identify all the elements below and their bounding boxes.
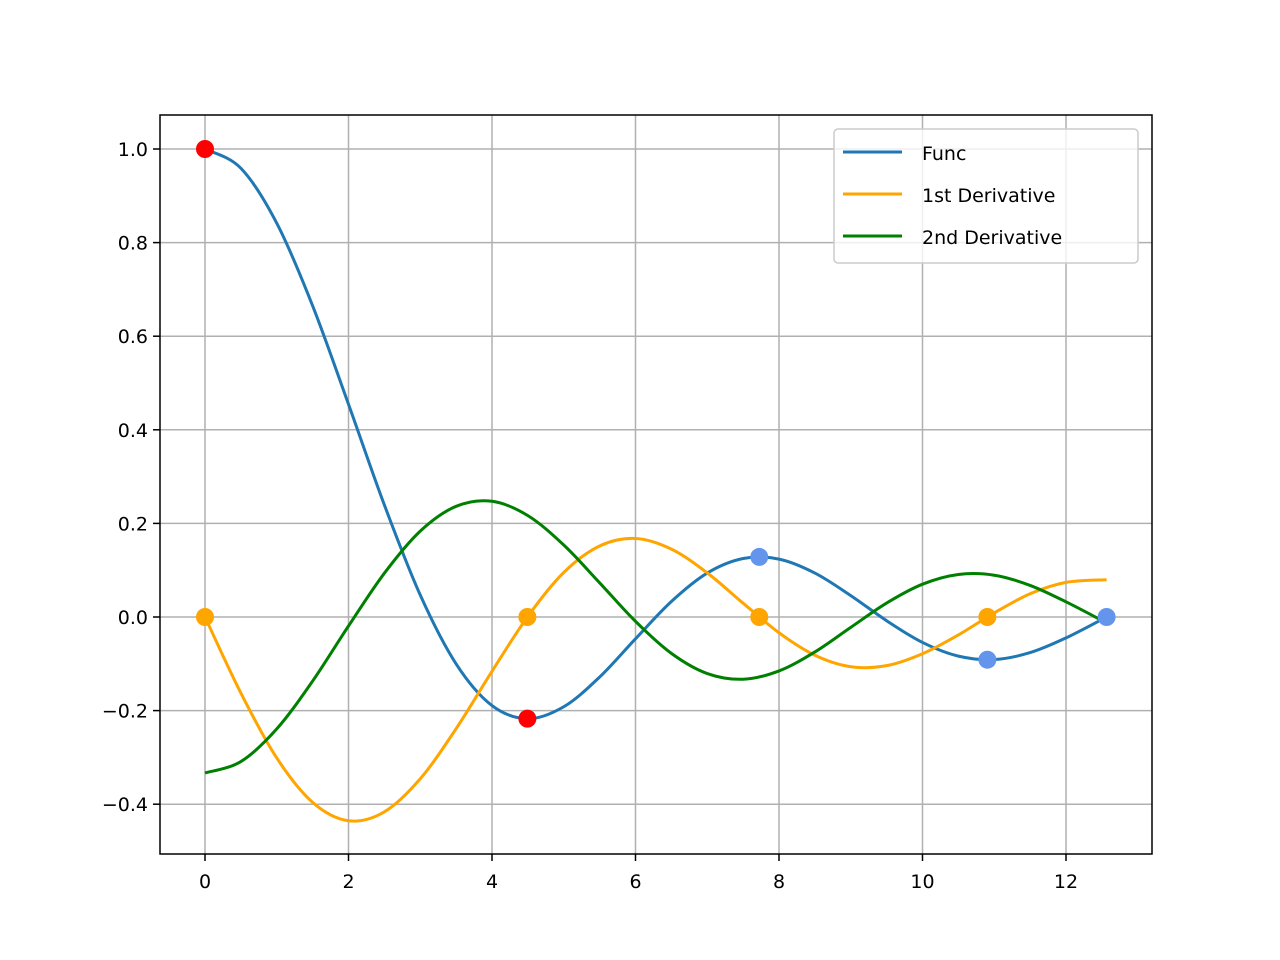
x-tick-label: 12 [1054,871,1078,893]
data-point-marker [978,608,997,626]
y-tick-label: 1.0 [118,139,148,161]
scatter-markers [196,140,1116,728]
axes-frame [159,114,1153,855]
series-line [204,147,1108,721]
legend-label: Func [922,143,966,165]
legend-label: 1st Derivative [922,185,1055,207]
plot-curves [203,147,1108,823]
y-tick-label: −0.2 [102,701,148,723]
x-axis-ticks: 0 2 4 6 8 10 12 [199,854,1078,893]
data-point-marker [978,650,997,669]
data-point-marker [196,608,214,626]
x-tick-label: 4 [486,871,498,893]
legend-label: 2nd Derivative [922,227,1062,249]
series-line [203,536,1107,823]
y-tick-label: 0.2 [118,513,148,535]
y-tick-label: 0.0 [118,607,148,629]
y-tick-label: 0.6 [118,326,148,348]
legend: Func 1st Derivative 2nd Derivative [833,128,1139,264]
x-tick-label: 10 [910,871,934,893]
data-point-marker [518,608,537,626]
y-axis-ticks: −0.4 −0.2 0.0 0.2 0.4 0.6 0.8 1.0 [102,139,160,816]
x-tick-label: 2 [342,871,354,893]
y-tick-label: −0.4 [102,794,148,816]
series-line [204,499,1108,775]
data-point-marker [196,140,214,158]
y-tick-label: 0.4 [118,420,148,442]
x-tick-label: 6 [629,871,641,893]
data-point-marker [1097,608,1116,626]
x-tick-label: 8 [773,871,785,893]
y-tick-label: 0.8 [118,233,148,255]
data-point-marker [750,547,769,566]
x-tick-label: 0 [199,871,211,893]
data-point-marker [518,709,537,728]
data-point-marker [750,608,769,626]
